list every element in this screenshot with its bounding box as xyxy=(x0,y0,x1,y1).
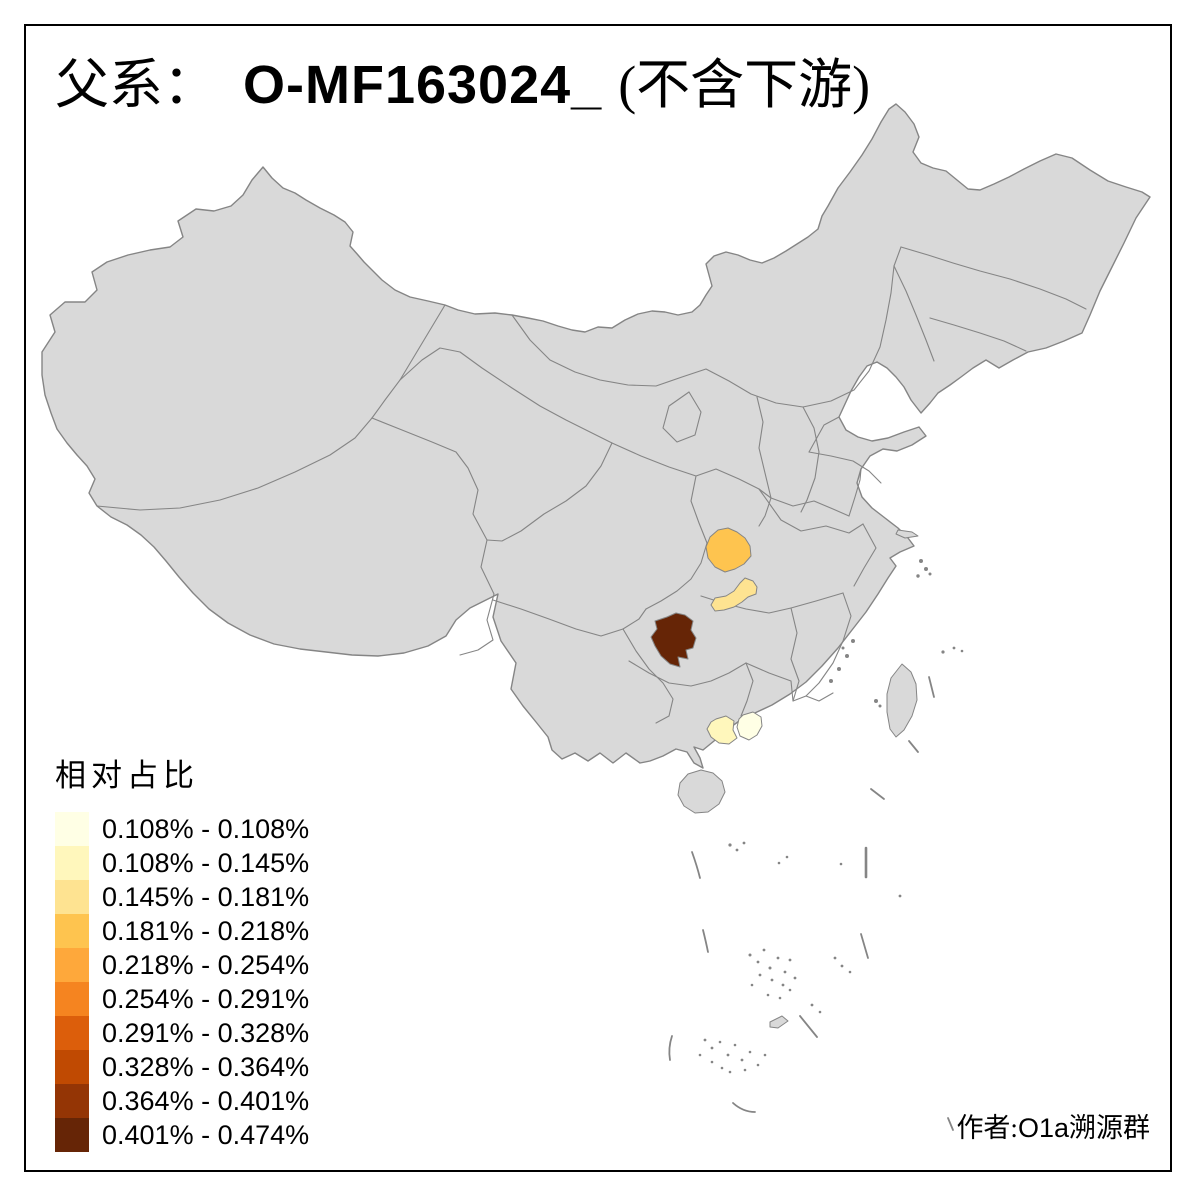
chongming-island xyxy=(895,529,919,539)
legend-swatch xyxy=(55,812,89,846)
highlight-region-5 xyxy=(736,711,763,741)
title-suffix: (不含下游) xyxy=(618,55,871,115)
legend-row: 0.291% - 0.328% xyxy=(55,1016,309,1050)
sea-dashes-and-islets xyxy=(668,676,954,1131)
legend-row: 0.328% - 0.364% xyxy=(55,1050,309,1084)
legend-label: 0.108% - 0.145% xyxy=(102,847,310,878)
legend-title: 相对占比 xyxy=(55,758,199,793)
mainland-outline xyxy=(41,103,1151,769)
legend-swatch xyxy=(55,1118,89,1152)
hainan-island xyxy=(677,769,726,814)
title-haplogroup: O-MF163024_ xyxy=(243,55,603,115)
legend: 相对占比 0.108% - 0.108% 0.108% - 0.145% 0.145… xyxy=(55,750,309,1152)
legend-label: 0.145% - 0.181% xyxy=(102,881,310,912)
mainland-landmass xyxy=(41,103,1151,769)
attribution: 作者:O1a溯源群 xyxy=(956,1106,1150,1145)
legend-label: 0.254% - 0.291% xyxy=(102,983,310,1014)
highlight-region-3 xyxy=(650,612,697,668)
attribution-suffix: 溯源群 xyxy=(1069,1113,1150,1143)
legend-swatch xyxy=(55,914,89,948)
legend-row: 0.108% - 0.108% xyxy=(55,812,309,846)
legend-row: 0.181% - 0.218% xyxy=(55,914,309,948)
legend-swatch xyxy=(55,1084,89,1118)
map-title: 父系： O-MF163024_ (不含下游) xyxy=(55,55,871,115)
legend-label: 0.401% - 0.474% xyxy=(102,1119,310,1150)
legend-label: 0.364% - 0.401% xyxy=(102,1085,310,1116)
legend-swatch xyxy=(55,948,89,982)
legend-swatch xyxy=(55,846,89,880)
taiwan-island xyxy=(886,663,918,738)
legend-swatch xyxy=(55,880,89,914)
legend-row: 0.108% - 0.145% xyxy=(55,846,309,880)
legend-rows: 0.108% - 0.108% 0.108% - 0.145% 0.145% - 0… xyxy=(55,812,309,1152)
legend-row: 0.401% - 0.474% xyxy=(55,1118,309,1152)
highlight-regions xyxy=(650,527,763,745)
legend-label: 0.181% - 0.218% xyxy=(102,915,310,946)
legend-label: 0.218% - 0.254% xyxy=(102,949,310,980)
highlight-region-2 xyxy=(710,577,758,612)
attribution-latin: O1a xyxy=(1017,1113,1069,1143)
title-prefix: 父系： xyxy=(55,55,217,115)
legend-swatch xyxy=(55,982,89,1016)
small-sea-island xyxy=(769,1015,789,1029)
islands xyxy=(677,529,964,1029)
legend-row: 0.364% - 0.401% xyxy=(55,1084,309,1118)
legend-label: 0.108% - 0.108% xyxy=(102,813,310,844)
legend-swatch xyxy=(55,1016,89,1050)
legend-label: 0.291% - 0.328% xyxy=(102,1017,310,1048)
legend-row: 0.254% - 0.291% xyxy=(55,982,309,1016)
highlight-region-4 xyxy=(706,715,738,745)
legend-label: 0.328% - 0.364% xyxy=(102,1051,310,1082)
legend-swatch xyxy=(55,1050,89,1084)
highlight-region-1 xyxy=(705,527,752,573)
attribution-prefix: 作者: xyxy=(956,1113,1018,1143)
legend-row: 0.145% - 0.181% xyxy=(55,880,309,914)
legend-row: 0.218% - 0.254% xyxy=(55,948,309,982)
